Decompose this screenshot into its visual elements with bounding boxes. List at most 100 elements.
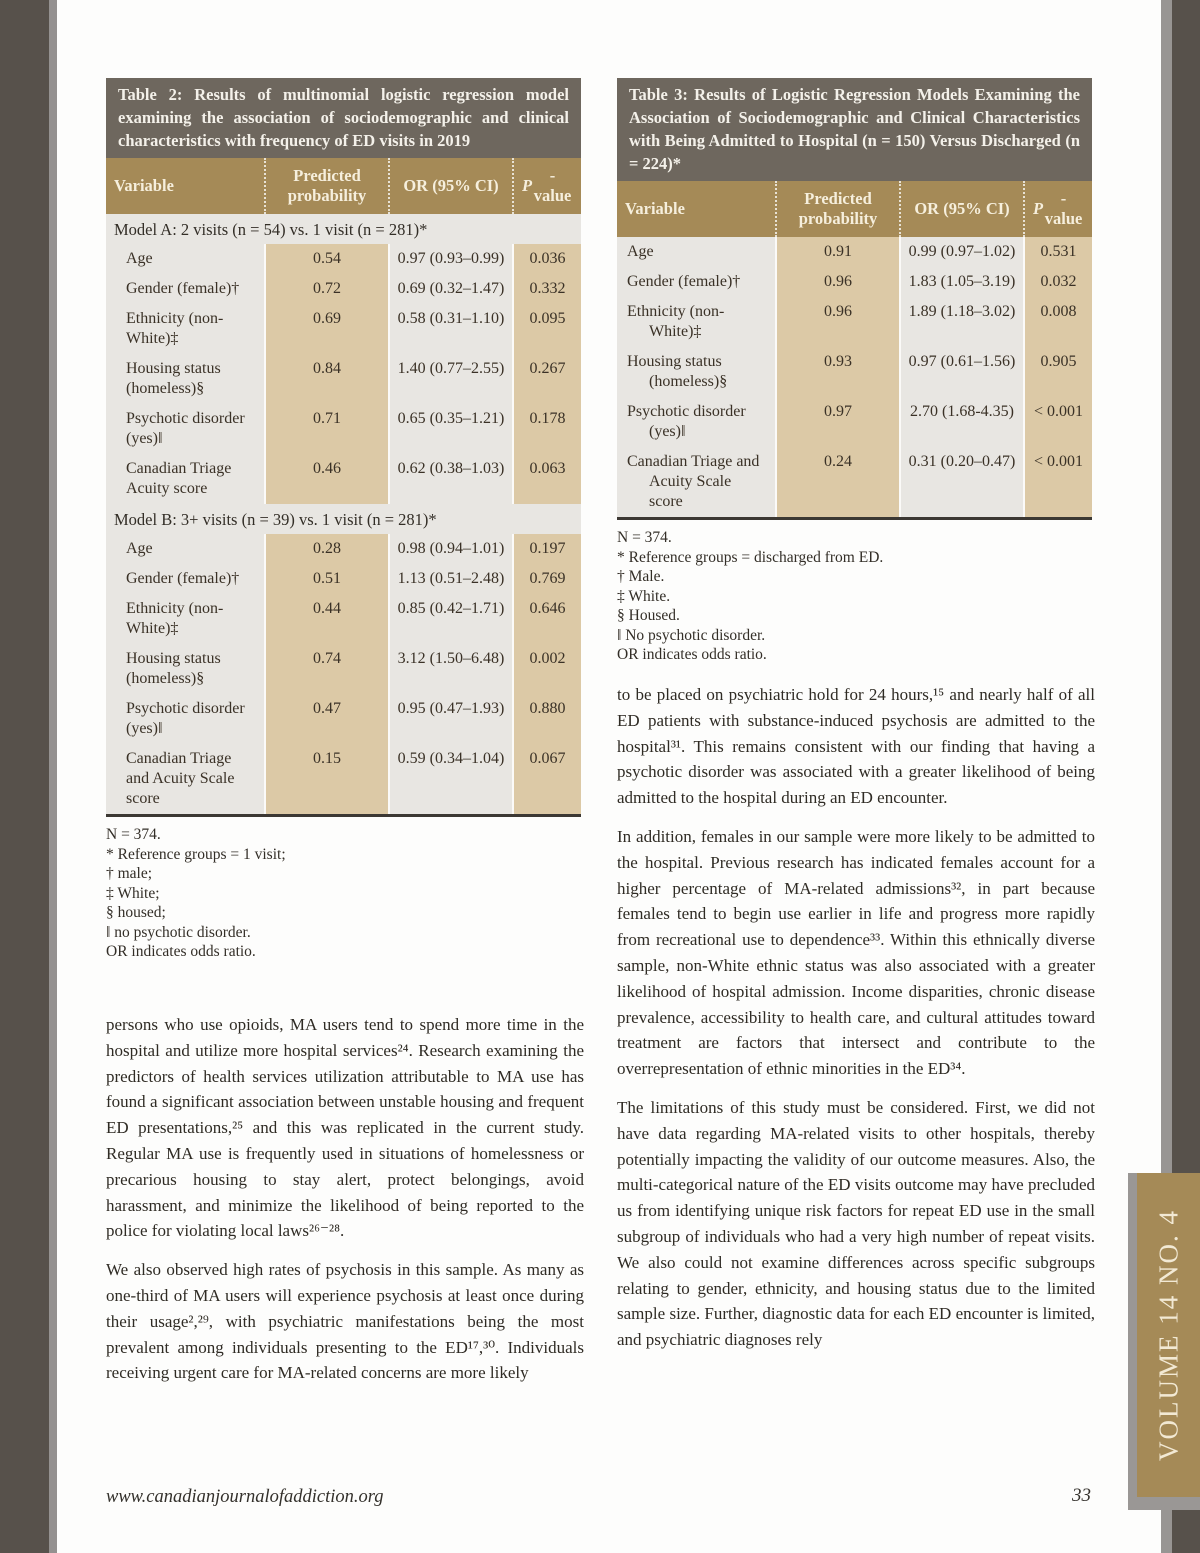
page-number: 33 [1072,1485,1091,1506]
table-row: Canadian Triage Acuity score 0.46 0.62 (… [106,454,581,504]
cell-predicted-probability: 0.24 [775,447,899,517]
footnote-line: N = 374. [106,826,161,843]
cell-variable: Gender (female)† [126,570,240,587]
cell-variable: Psychotic disorder (yes)‖ [627,403,746,440]
cell-p-value: 0.769 [512,564,581,594]
cell-or-ci: 1.40 (0.77–2.55) [388,354,512,404]
footnote-line: § housed; [106,904,166,921]
table-2-body: Model A: 2 visits (n = 54) vs. 1 visit (… [106,214,581,817]
paragraph: persons who use opioids, MA users tend t… [106,1015,584,1241]
cell-predicted-probability: 0.15 [264,744,388,814]
cell-variable: Ethnicity (non-White)‡ [627,303,725,340]
table-2-footnotes: N = 374. * Reference groups = 1 visit; †… [106,825,581,962]
table-3-body: Age 0.91 0.99 (0.97–1.02) 0.531 Gender (… [617,237,1092,520]
table-row: Age 0.54 0.97 (0.93–0.99) 0.036 [106,244,581,274]
table-2-header-row: Variable Predicted probability OR (95% C… [106,158,581,214]
cell-or-ci: 0.97 (0.93–0.99) [388,244,512,274]
cell-variable: Canadian Triage and Acuity Scale score [627,453,760,510]
cell-or-ci: 0.69 (0.32–1.47) [388,274,512,304]
left-column: Table 2: Results of multinomial logistic… [106,78,581,962]
model-a-band: Model A: 2 visits (n = 54) vs. 1 visit (… [114,220,428,239]
cell-or-ci: 0.85 (0.42–1.71) [388,594,512,644]
right-body-text: to be placed on psychiatric hold for 24 … [617,682,1095,1366]
cell-predicted-probability: 0.74 [264,644,388,694]
cell-variable: Housing status (homeless)§ [126,360,221,397]
footnote-line: * Reference groups = discharged from ED. [617,548,884,566]
paragraph: In addition, females in our sample were … [617,826,1095,1079]
column-header-or-ci: OR (95% CI) [899,181,1023,237]
cell-variable: Age [627,243,654,260]
cell-predicted-probability: 0.28 [264,534,388,564]
cell-predicted-probability: 0.54 [264,244,388,274]
footnote-line: * Reference groups = 1 visit; [106,845,286,863]
cell-p-value: 0.880 [512,694,581,744]
cell-or-ci: 0.97 (0.61–1.56) [899,347,1023,397]
column-header-predicted-probability: Predicted probability [775,181,899,237]
table-row: Housing status (homeless)§ 0.74 3.12 (1.… [106,644,581,694]
cell-predicted-probability: 0.44 [264,594,388,644]
footnote-line: † male; [106,865,153,882]
table-row: Ethnicity (non-White)‡ 0.96 1.89 (1.18–3… [617,297,1092,347]
cell-or-ci: 0.31 (0.20–0.47) [899,447,1023,517]
right-edge-gray-strip [1161,0,1172,1553]
column-header-or-ci: OR (95% CI) [388,158,512,214]
column-header-predicted-probability: Predicted probability [264,158,388,214]
left-edge-gray-strip [49,0,57,1553]
cell-or-ci: 3.12 (1.50–6.48) [388,644,512,694]
footnote-line: ‡ White; [106,884,160,902]
cell-variable: Ethnicity (non-White)‡ [126,310,224,347]
cell-predicted-probability: 0.91 [775,237,899,267]
cell-predicted-probability: 0.96 [775,297,899,347]
cell-p-value: 0.095 [512,304,581,354]
cell-variable: Canadian Triage and Acuity Scale score [126,750,235,807]
cell-variable: Age [126,540,153,557]
footnote-line: N = 374. [617,529,672,546]
cell-p-value: < 0.001 [1023,397,1092,447]
footnote-line: § Housed. [617,607,680,624]
cell-p-value: 0.063 [512,454,581,504]
table-3: Table 3: Results of Logistic Regression … [617,78,1092,520]
cell-or-ci: 1.13 (0.51–2.48) [388,564,512,594]
cell-predicted-probability: 0.96 [775,267,899,297]
table-row: Age 0.28 0.98 (0.94–1.01) 0.197 [106,534,581,564]
table-row: Gender (female)† 0.72 0.69 (0.32–1.47) 0… [106,274,581,304]
table-row: Canadian Triage and Acuity Scale score 0… [106,744,581,814]
cell-variable: Housing status (homeless)§ [126,650,221,687]
table-row: Ethnicity (non-White)‡ 0.69 0.58 (0.31–1… [106,304,581,354]
table-row: Housing status (homeless)§ 0.93 0.97 (0.… [617,347,1092,397]
cell-p-value: 0.905 [1023,347,1092,397]
paragraph: to be placed on psychiatric hold for 24 … [617,685,1095,808]
table-2: Table 2: Results of multinomial logistic… [106,78,581,817]
cell-or-ci: 1.83 (1.05–3.19) [899,267,1023,297]
footnote-line: OR indicates odds ratio. [106,943,256,960]
journal-url: www.canadianjournalofaddiction.org [106,1487,384,1507]
cell-predicted-probability: 0.71 [264,404,388,454]
footnote-line: † Male. [617,568,665,585]
table-row: Gender (female)† 0.51 1.13 (0.51–2.48) 0… [106,564,581,594]
cell-or-ci: 0.59 (0.34–1.04) [388,744,512,814]
cell-p-value: 0.008 [1023,297,1092,347]
cell-predicted-probability: 0.51 [264,564,388,594]
volume-label: VOLUME 14 NO. 4 [1153,1209,1183,1461]
cell-p-value: 0.267 [512,354,581,404]
right-column: Table 3: Results of Logistic Regression … [617,78,1092,665]
footnote-line: ‖ No psychotic disorder. [617,626,766,644]
column-header-variable: Variable [625,199,685,218]
cell-predicted-probability: 0.93 [775,347,899,397]
cell-predicted-probability: 0.72 [264,274,388,304]
table-row: Gender (female)† 0.96 1.83 (1.05–3.19) 0… [617,267,1092,297]
cell-p-value: < 0.001 [1023,447,1092,517]
cell-or-ci: 0.58 (0.31–1.10) [388,304,512,354]
cell-variable: Gender (female)† [627,273,741,290]
cell-p-value: 0.032 [1023,267,1092,297]
table-3-footnotes: N = 374. * Reference groups = discharged… [617,528,1092,665]
paragraph: We also observed high rates of psychosis… [106,1260,584,1383]
table-3-caption: Table 3: Results of Logistic Regression … [617,78,1092,181]
cell-p-value: 0.197 [512,534,581,564]
volume-tab: VOLUME 14 NO. 4 [1128,1173,1200,1510]
cell-or-ci: 0.65 (0.35–1.21) [388,404,512,454]
table-row: Psychotic disorder (yes)‖ 0.47 0.95 (0.4… [106,694,581,744]
table-row: Age 0.91 0.99 (0.97–1.02) 0.531 [617,237,1092,267]
table-row: Canadian Triage and Acuity Scale score 0… [617,447,1092,517]
